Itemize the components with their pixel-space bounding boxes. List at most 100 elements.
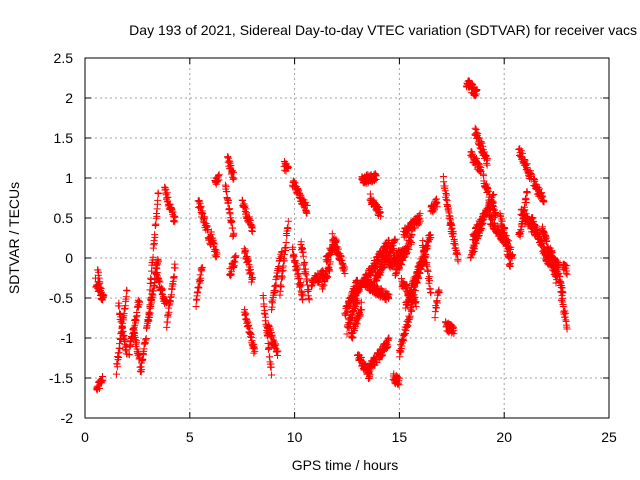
data-point bbox=[358, 306, 366, 314]
data-point bbox=[402, 250, 410, 258]
data-point bbox=[395, 381, 403, 389]
data-point bbox=[448, 224, 456, 232]
data-point bbox=[230, 174, 238, 182]
data-point bbox=[407, 239, 415, 247]
y-axis: -2 -1.5 -1 -0.5 0 0.5 1 1.5 2 2.5 bbox=[49, 50, 609, 426]
data-point bbox=[416, 210, 424, 218]
data-point bbox=[251, 347, 259, 355]
data-point bbox=[432, 304, 440, 312]
data-point bbox=[156, 278, 164, 286]
x-tick-label: 0 bbox=[81, 429, 89, 445]
data-point bbox=[479, 210, 487, 218]
data-point bbox=[479, 142, 487, 150]
series-arc47 bbox=[389, 370, 403, 389]
data-point bbox=[523, 189, 531, 197]
data-point bbox=[295, 270, 303, 278]
series-arc35 bbox=[328, 230, 349, 278]
data-point bbox=[164, 193, 172, 201]
data-point bbox=[146, 286, 154, 294]
series-arc25 bbox=[263, 321, 282, 360]
data-point bbox=[133, 312, 141, 320]
data-point bbox=[379, 351, 387, 359]
data-point bbox=[159, 285, 167, 293]
series-arc38 bbox=[347, 298, 366, 342]
data-point bbox=[295, 275, 303, 283]
data-point bbox=[405, 245, 413, 253]
data-point bbox=[328, 230, 336, 238]
series-arc09 bbox=[144, 255, 162, 325]
data-point bbox=[210, 240, 218, 248]
data-point bbox=[305, 296, 313, 304]
y-tick-label: 2 bbox=[65, 90, 73, 106]
series-arc76 bbox=[546, 244, 567, 297]
data-point bbox=[486, 190, 494, 198]
data-point bbox=[113, 363, 121, 371]
data-point bbox=[385, 290, 393, 298]
data-point bbox=[268, 371, 276, 379]
data-point bbox=[149, 253, 157, 261]
data-point bbox=[278, 273, 286, 281]
data-point bbox=[341, 270, 349, 278]
data-point bbox=[398, 342, 406, 350]
data-point bbox=[446, 212, 454, 220]
data-point bbox=[167, 291, 175, 299]
data-point bbox=[154, 190, 162, 198]
data-point bbox=[259, 294, 267, 302]
data-point bbox=[563, 325, 571, 333]
y-tick-label: -1.5 bbox=[49, 370, 73, 386]
series-arc51 bbox=[400, 210, 424, 241]
series-arc13 bbox=[163, 260, 179, 331]
y-tick-label: 1 bbox=[65, 170, 73, 186]
data-point bbox=[213, 250, 221, 258]
data-point bbox=[120, 331, 128, 339]
data-point bbox=[538, 240, 546, 248]
y-tick-label: -2 bbox=[61, 410, 74, 426]
data-point bbox=[506, 259, 514, 267]
data-point bbox=[343, 330, 351, 338]
data-point bbox=[301, 258, 309, 266]
data-point bbox=[385, 334, 393, 342]
data-point bbox=[433, 203, 441, 211]
data-point bbox=[119, 324, 127, 332]
data-points bbox=[91, 76, 571, 394]
data-point bbox=[519, 149, 527, 157]
data-point bbox=[145, 317, 153, 325]
data-point bbox=[131, 329, 139, 337]
data-point bbox=[433, 299, 441, 307]
data-point bbox=[291, 257, 299, 265]
series-arc48 bbox=[391, 230, 416, 279]
data-point bbox=[427, 234, 435, 242]
data-point bbox=[131, 333, 139, 341]
data-point bbox=[138, 366, 146, 374]
series-arc05 bbox=[115, 299, 131, 358]
series-arc49 bbox=[395, 300, 416, 361]
data-point bbox=[483, 180, 491, 188]
y-axis-title: SDTVAR / TECUs bbox=[6, 182, 22, 294]
series-arc21 bbox=[238, 196, 257, 236]
series-arc39 bbox=[353, 351, 374, 382]
data-point bbox=[96, 278, 104, 286]
data-point bbox=[501, 231, 509, 239]
data-point bbox=[395, 374, 403, 382]
series-arc56 bbox=[431, 286, 443, 322]
data-point bbox=[170, 273, 178, 281]
data-point bbox=[408, 306, 416, 314]
data-point bbox=[467, 79, 475, 87]
data-point bbox=[471, 245, 479, 253]
data-point bbox=[230, 229, 238, 237]
data-point bbox=[552, 260, 560, 268]
data-point bbox=[506, 254, 514, 262]
series-arc12 bbox=[161, 183, 179, 226]
plot-frame bbox=[84, 57, 610, 419]
series-arc16 bbox=[207, 228, 221, 261]
data-point bbox=[302, 271, 310, 279]
data-point bbox=[229, 175, 237, 183]
data-point bbox=[426, 277, 434, 285]
data-point bbox=[147, 301, 155, 309]
x-tick-label: 5 bbox=[186, 429, 194, 445]
data-point bbox=[133, 339, 141, 347]
data-point bbox=[411, 224, 419, 232]
data-point bbox=[261, 310, 269, 318]
data-point bbox=[319, 283, 327, 291]
